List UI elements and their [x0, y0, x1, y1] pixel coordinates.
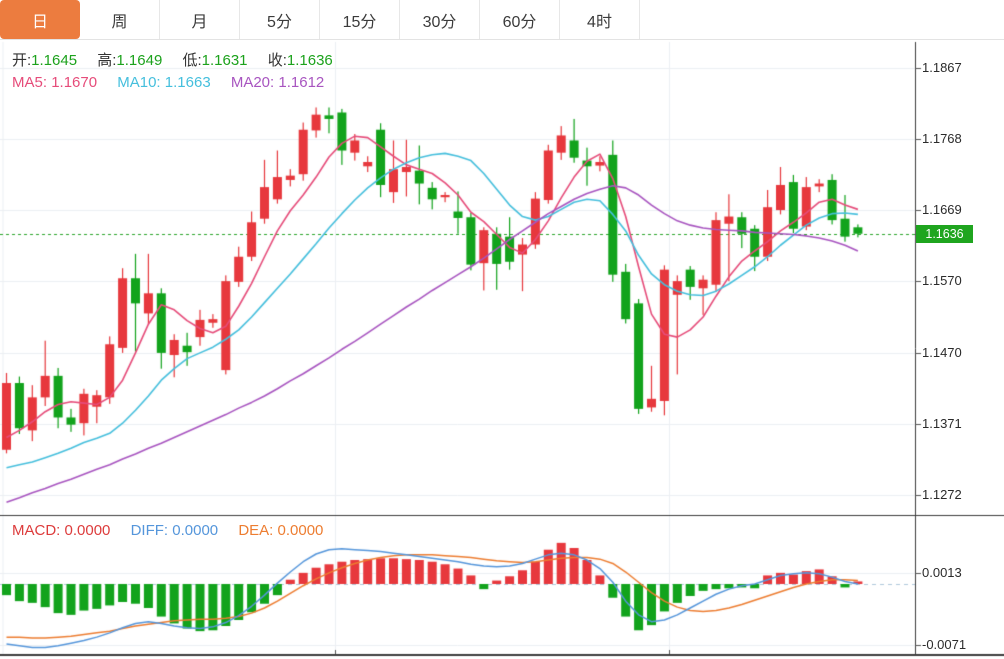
high-legend: 高:1.1649 [97, 52, 163, 69]
price-tick-label: 1.1867 [922, 60, 962, 75]
timeframe-tabbar: 日周月 5分 15分 30分 60分 4时 [0, 0, 1004, 40]
ohlc-legend: 开:1.1645 高:1.1649 低:1.1631 收:1.1636 [12, 49, 349, 70]
macd-tick-label: -0.0071 [922, 636, 967, 652]
close-legend: 收:1.1636 [267, 52, 333, 69]
ma20-legend: MA20: 1.1612 [230, 74, 325, 91]
ma-legend: MA5: 1.1670 MA10: 1.1663 MA20: 1.1612 [12, 74, 340, 91]
dea-value-legend: DEA: 0.0000 [238, 522, 324, 539]
price-tick-label: 1.1768 [922, 131, 962, 147]
ma5-legend: MA5: 1.1670 [12, 74, 98, 91]
price-chart-canvas[interactable] [0, 40, 1004, 659]
open-legend: 开:1.1645 [12, 52, 78, 69]
timeframe-tab-15分[interactable]: 15分 [320, 0, 400, 39]
timeframe-tab-4时[interactable]: 4时 [560, 0, 640, 39]
low-legend: 低:1.1631 [182, 52, 248, 69]
price-tick-label: 1.1570 [922, 273, 962, 289]
timeframe-tab-5分[interactable]: 5分 [240, 0, 320, 39]
timeframe-tab-周[interactable]: 周 [80, 0, 160, 39]
timeframe-tab-日[interactable]: 日 [0, 0, 80, 39]
timeframe-tab-30分[interactable]: 30分 [400, 0, 480, 39]
price-tick-label: 1.1371 [922, 415, 962, 431]
timeframe-tab-月[interactable]: 月 [160, 0, 240, 39]
last-price-tag: 1.1636 [916, 224, 973, 243]
price-tick-label: 1.1272 [922, 486, 962, 502]
macd-legend: MACD: 0.0000 DIFF: 0.0000 DEA: 0.0000 [12, 522, 339, 539]
price-tick-label: 1.1669 [922, 202, 962, 218]
ma10-legend: MA10: 1.1663 [117, 74, 211, 91]
timeframe-tab-60分[interactable]: 60分 [480, 0, 560, 39]
price-tick-label: 1.1470 [922, 344, 962, 360]
macd-value-legend: MACD: 0.0000 [12, 522, 111, 539]
diff-value-legend: DIFF: 0.0000 [130, 522, 219, 539]
macd-tick-label: 0.0013 [922, 564, 962, 580]
